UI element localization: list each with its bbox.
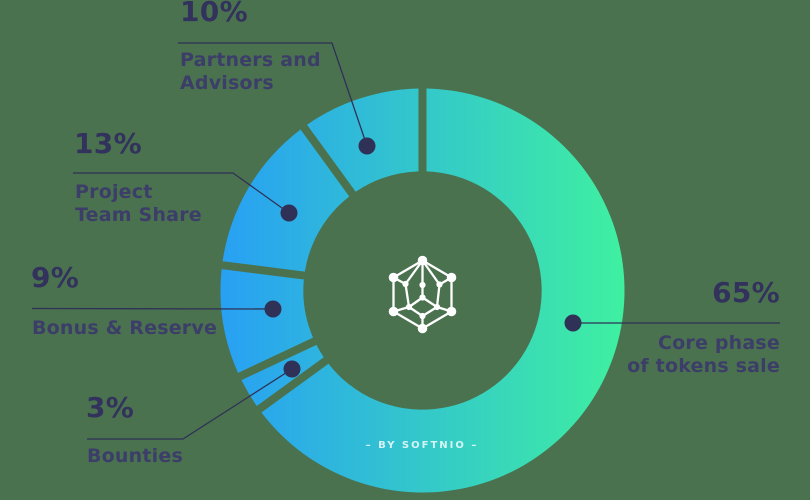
callout-bounties-percent: 3% — [86, 391, 135, 424]
leader-dots — [264, 137, 582, 378]
leader-lines — [31, 42, 780, 440]
callout-bonus-label: Bonus & Reserve — [32, 317, 217, 340]
callout-partners-percent: 10% — [180, 0, 248, 28]
leader-line-team — [73, 172, 290, 214]
callout-core-percent: 65% — [712, 276, 780, 309]
callout-bonus-label-line1: Bonus & Reserve — [32, 317, 218, 339]
callout-team-label-line1: Project — [75, 181, 153, 203]
callout-core-label-line1: Core phase — [657, 332, 780, 354]
leader-dot-bonus — [264, 300, 282, 318]
callout-core-label: Core phase of tokens sale — [627, 332, 780, 378]
watermark-by-softnio: – BY SOFTNIO – — [365, 440, 479, 451]
callout-bounties-label-line1: Bounties — [87, 445, 183, 467]
donut-segments — [220, 88, 625, 493]
callout-team-percent: 13% — [74, 127, 142, 160]
callout-bonus-percent: 9% — [31, 261, 80, 294]
callout-core-label-line2: of tokens sale — [627, 355, 780, 377]
callout-partners-label-line1: Partners and — [180, 49, 321, 71]
donut-segment-bonus — [220, 269, 314, 373]
callout-bounties-label: Bounties — [87, 445, 183, 468]
callout-team-label-line2: Team Share — [75, 204, 202, 226]
leader-line-bonus — [31, 307, 274, 310]
leader-line-bounties — [87, 368, 293, 440]
donut-segment-team — [222, 129, 350, 272]
donut-segment-core — [261, 88, 625, 493]
leader-dot-core — [564, 314, 582, 332]
callout-partners-label-line2: Advisors — [180, 72, 274, 94]
hexagon-network-logo-icon — [388, 255, 457, 334]
callout-team-label: Project Team Share — [75, 181, 202, 227]
leader-dot-bounties — [283, 360, 301, 378]
callout-partners-label: Partners and Advisors — [180, 49, 321, 95]
leader-line-partners — [178, 42, 368, 147]
leader-dot-team — [280, 204, 298, 222]
leader-dot-partners — [358, 137, 376, 155]
